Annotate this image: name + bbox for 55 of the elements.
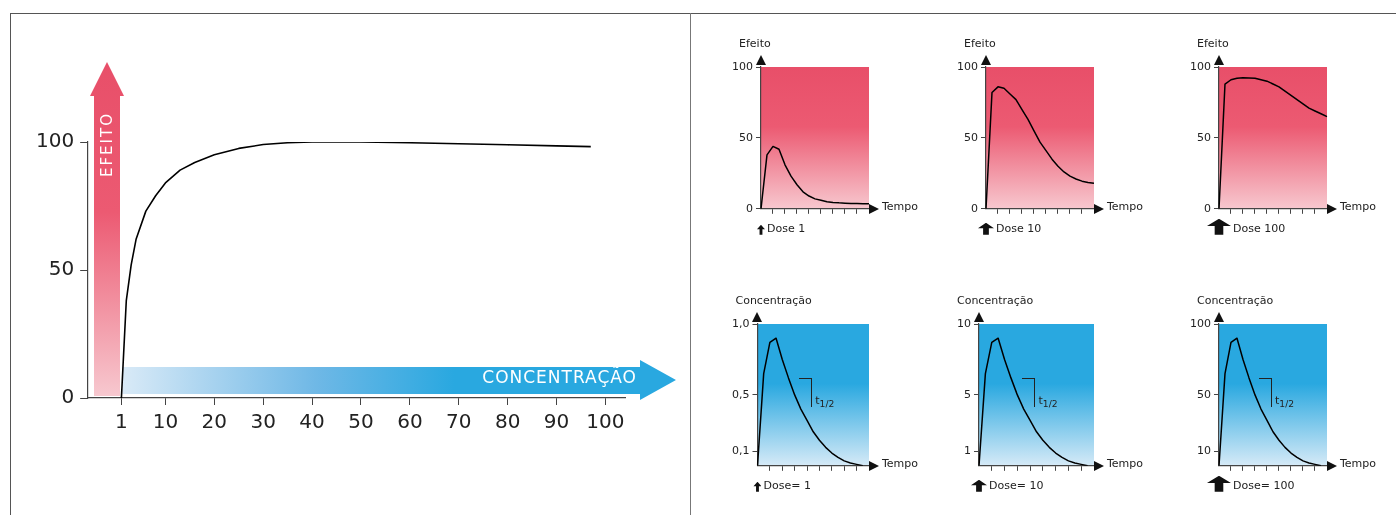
annotation: t$_{1/2}$ [1274, 393, 1295, 410]
annotation: t$_{1/2}$ [815, 393, 835, 410]
y-tick-label: 50 [1197, 387, 1211, 401]
y-axis-title: Concentração [956, 294, 1034, 307]
y-axis-title: Concentração [1196, 294, 1274, 307]
text: Dose= 10 [988, 478, 1044, 492]
x-tick-label: 10 [152, 409, 179, 434]
y-tick-label: 0 [971, 201, 978, 215]
y-tick-label: 0 [1204, 201, 1211, 215]
y-tick-label: 5 [964, 387, 971, 401]
text: Dose 10 [995, 221, 1042, 235]
y-tick-label: 50 [1197, 130, 1211, 144]
x-tick-label: 50 [348, 409, 374, 434]
x-tick-label: 20 [201, 409, 228, 434]
y-tick-label: 100 [1190, 59, 1211, 73]
y-axis-title: Concentração [735, 294, 812, 307]
y-tick-label: 0 [746, 201, 753, 215]
x-tick-label: 60 [397, 409, 423, 434]
y-tick-label: 100 [1190, 316, 1211, 330]
x-axis-title: Tempo [1107, 199, 1144, 213]
x-axis-title: Tempo [882, 456, 919, 470]
y-axis-title: EFEITO [98, 112, 117, 177]
y-tick-label: 50 [48, 256, 75, 281]
y-axis-title: Efeito [963, 37, 996, 50]
x-tick-label: 70 [446, 409, 472, 434]
x-tick-label: 90 [543, 409, 570, 434]
x-tick-label: 1 [115, 409, 128, 434]
text: Dose= 1 [763, 478, 811, 492]
y-tick-label: 0,1 [731, 444, 750, 458]
y-tick-label: 10 [957, 316, 971, 330]
y-tick-label: 1,0 [731, 316, 750, 330]
x-axis-title: Tempo [1107, 456, 1144, 470]
y-tick-label: 50 [739, 130, 753, 144]
x-axis-title: Tempo [1340, 199, 1377, 213]
text: Dose 100 [1232, 221, 1286, 235]
y-tick-label: 0,5 [731, 387, 750, 401]
text: Dose 1 [766, 221, 806, 235]
y-tick-label: 10 [1197, 444, 1211, 458]
x-axis-title: Tempo [882, 199, 919, 213]
x-tick-label: 100 [586, 409, 625, 434]
x-axis-title: Tempo [1340, 456, 1377, 470]
y-tick-label: 100 [732, 59, 753, 73]
y-tick-label: 50 [964, 130, 978, 144]
y-axis-title: Efeito [738, 37, 771, 50]
x-tick-label: 80 [494, 409, 521, 434]
y-tick-label: 1 [964, 444, 971, 458]
x-axis-title: CONCENTRAÇÃO [482, 367, 637, 387]
text: Dose= 100 [1232, 478, 1295, 492]
y-tick-label: 100 [957, 59, 978, 73]
x-tick-label: 30 [250, 409, 276, 434]
annotation: t$_{1/2}$ [1038, 393, 1058, 410]
y-tick-label: 100 [35, 128, 75, 153]
y-axis-title: Efeito [1196, 37, 1229, 50]
y-tick-label: 0 [61, 384, 75, 409]
x-tick-label: 40 [299, 409, 325, 434]
